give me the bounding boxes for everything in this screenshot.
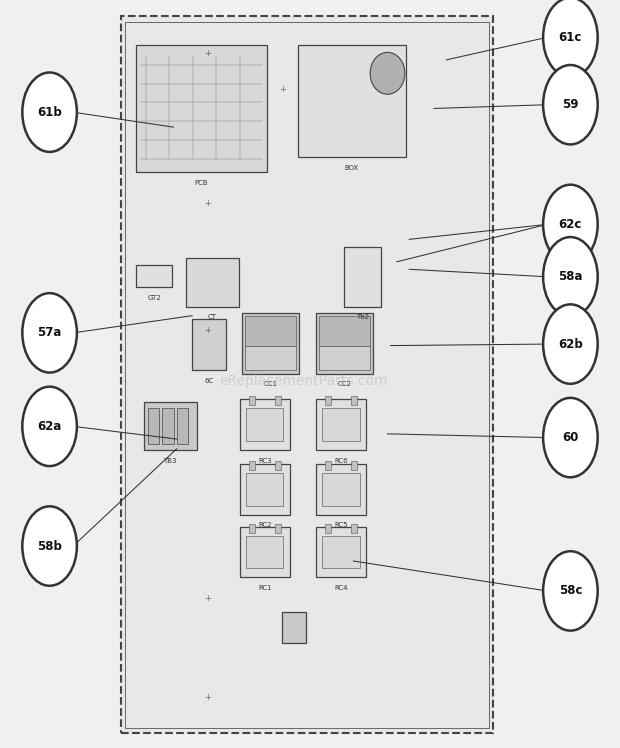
Bar	[121, 16, 493, 733]
Bar	[322, 536, 360, 568]
Text: 61c: 61c	[559, 31, 582, 44]
Ellipse shape	[543, 0, 598, 77]
Ellipse shape	[543, 185, 598, 264]
Bar	[325, 461, 331, 470]
Ellipse shape	[543, 65, 598, 144]
Ellipse shape	[543, 304, 598, 384]
Text: RC4: RC4	[334, 585, 348, 591]
Bar	[177, 408, 188, 444]
Text: +: +	[204, 326, 211, 335]
Text: 58a: 58a	[558, 270, 583, 283]
Bar	[148, 408, 159, 444]
Text: RC3: RC3	[258, 458, 272, 464]
Text: eReplacementParts.com: eReplacementParts.com	[219, 375, 388, 388]
Bar	[144, 402, 197, 450]
Bar	[192, 319, 226, 370]
Bar	[240, 464, 290, 515]
Bar	[316, 399, 366, 450]
Bar	[322, 473, 360, 506]
Bar	[351, 524, 357, 533]
Bar	[275, 396, 281, 405]
Bar	[275, 524, 281, 533]
Bar	[325, 396, 331, 405]
Bar	[246, 473, 283, 506]
Bar	[249, 396, 255, 405]
Text: 58c: 58c	[559, 584, 582, 598]
Ellipse shape	[543, 398, 598, 477]
Bar	[322, 408, 360, 441]
Text: Tb2: Tb2	[356, 314, 369, 320]
Bar	[275, 461, 281, 470]
Text: RC5: RC5	[334, 522, 348, 528]
Bar	[162, 408, 174, 444]
Bar	[246, 408, 283, 441]
Text: 57a: 57a	[37, 326, 62, 340]
Text: 62b: 62b	[558, 337, 583, 351]
Bar	[125, 22, 489, 728]
Text: PCB: PCB	[195, 180, 208, 186]
Text: TB3: TB3	[164, 458, 177, 464]
Text: 61b: 61b	[37, 105, 62, 119]
Text: RC6: RC6	[334, 458, 348, 464]
Text: CC2: CC2	[338, 381, 352, 387]
Bar	[245, 316, 296, 346]
Bar	[242, 313, 299, 374]
Text: +: +	[204, 693, 211, 702]
Bar	[319, 316, 370, 346]
Text: +: +	[204, 594, 211, 603]
Text: 62c: 62c	[559, 218, 582, 231]
Text: 60: 60	[562, 431, 578, 444]
Bar	[351, 396, 357, 405]
Circle shape	[370, 52, 405, 94]
Bar	[136, 265, 172, 287]
Ellipse shape	[543, 551, 598, 631]
Bar	[282, 612, 306, 643]
Text: CT: CT	[208, 314, 217, 320]
Text: CC1: CC1	[264, 381, 277, 387]
Text: GT2: GT2	[148, 295, 161, 301]
Bar	[240, 399, 290, 450]
Ellipse shape	[22, 387, 77, 466]
Text: 58b: 58b	[37, 539, 62, 553]
Text: 6C: 6C	[205, 378, 214, 384]
Bar	[186, 258, 239, 307]
Bar	[344, 247, 381, 307]
Ellipse shape	[22, 293, 77, 373]
Ellipse shape	[543, 237, 598, 316]
Bar	[249, 524, 255, 533]
Bar	[240, 527, 290, 577]
Bar	[316, 313, 373, 374]
Text: 62a: 62a	[37, 420, 62, 433]
Text: +: +	[204, 199, 211, 208]
Bar	[245, 346, 296, 370]
Bar	[136, 45, 267, 172]
Text: BOX: BOX	[345, 165, 359, 171]
Bar	[325, 524, 331, 533]
Text: 59: 59	[562, 98, 578, 111]
Bar	[249, 461, 255, 470]
Bar	[316, 527, 366, 577]
Text: RC2: RC2	[258, 522, 272, 528]
Bar	[319, 346, 370, 370]
Text: +: +	[204, 49, 211, 58]
Text: +: +	[278, 85, 286, 94]
Bar	[298, 45, 406, 157]
Ellipse shape	[22, 73, 77, 152]
Bar	[316, 464, 366, 515]
Ellipse shape	[22, 506, 77, 586]
Text: RC1: RC1	[258, 585, 272, 591]
Bar	[246, 536, 283, 568]
Bar	[351, 461, 357, 470]
